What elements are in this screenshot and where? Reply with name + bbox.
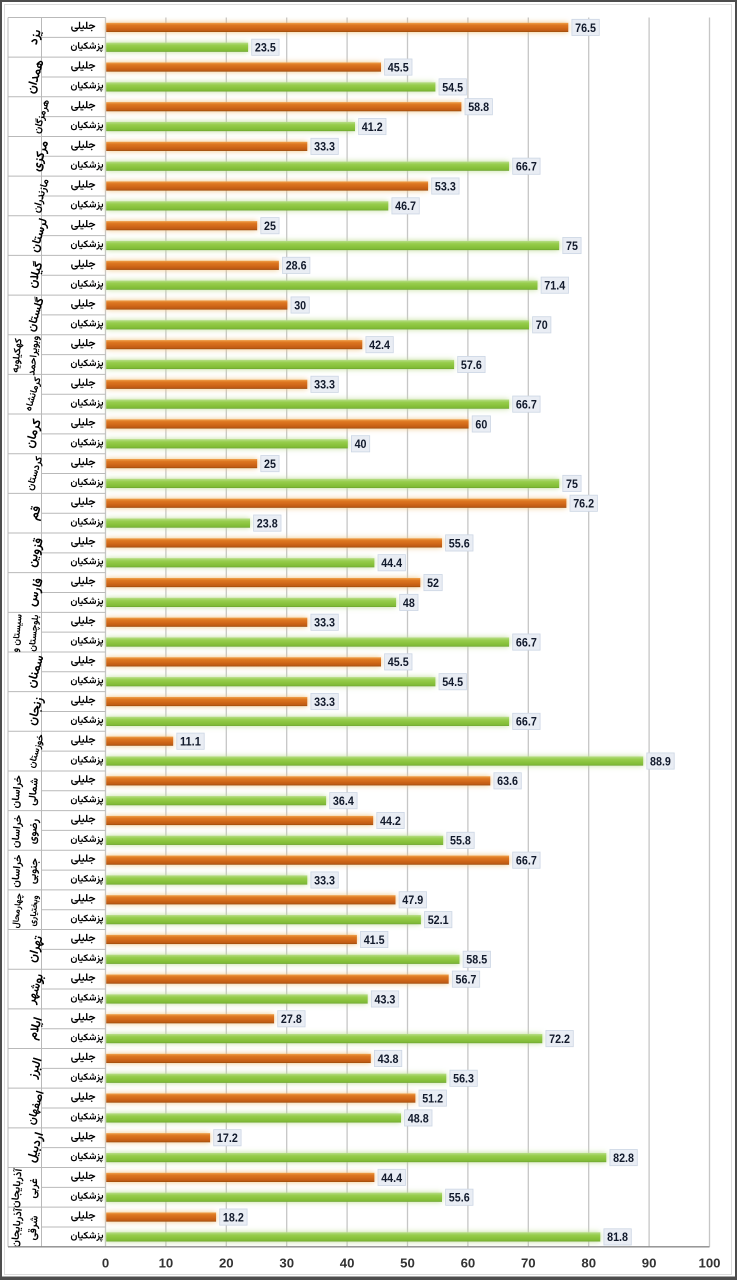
svg-text:33.3: 33.3: [314, 695, 335, 709]
svg-text:30: 30: [279, 1256, 294, 1271]
svg-text:57.6: 57.6: [461, 358, 482, 372]
svg-text:75: 75: [566, 477, 578, 491]
svg-text:76.2: 76.2: [573, 497, 594, 511]
svg-text:25: 25: [264, 219, 276, 233]
svg-text:41.5: 41.5: [364, 933, 385, 947]
svg-text:66.7: 66.7: [516, 715, 537, 729]
svg-text:54.5: 54.5: [442, 675, 463, 689]
svg-text:42.4: 42.4: [369, 338, 390, 352]
svg-text:43.3: 43.3: [375, 992, 396, 1006]
svg-text:75: 75: [566, 239, 578, 253]
svg-text:53.3: 53.3: [435, 179, 456, 193]
svg-text:70: 70: [521, 1256, 536, 1271]
svg-text:0: 0: [102, 1256, 109, 1271]
svg-text:66.7: 66.7: [516, 397, 537, 411]
svg-text:81.8: 81.8: [607, 1230, 628, 1244]
svg-text:20: 20: [219, 1256, 234, 1271]
svg-text:58.5: 58.5: [466, 953, 487, 967]
svg-text:82.8: 82.8: [613, 1151, 634, 1165]
svg-text:55.8: 55.8: [450, 834, 471, 848]
svg-text:100: 100: [698, 1256, 720, 1271]
svg-text:60: 60: [475, 417, 487, 431]
svg-text:10: 10: [159, 1256, 174, 1271]
svg-text:44.4: 44.4: [381, 1171, 402, 1185]
svg-text:45.5: 45.5: [388, 60, 409, 74]
svg-text:33.3: 33.3: [314, 616, 335, 630]
svg-text:25: 25: [264, 457, 276, 471]
svg-text:76.5: 76.5: [575, 21, 596, 35]
svg-text:88.9: 88.9: [650, 754, 671, 768]
svg-text:80: 80: [581, 1256, 596, 1271]
svg-text:72.2: 72.2: [549, 1032, 570, 1046]
svg-text:56.7: 56.7: [456, 972, 477, 986]
svg-text:63.6: 63.6: [497, 774, 518, 788]
svg-text:33.3: 33.3: [314, 378, 335, 392]
svg-text:48: 48: [403, 596, 415, 610]
svg-text:18.2: 18.2: [223, 1210, 244, 1224]
svg-text:56.3: 56.3: [453, 1072, 474, 1086]
svg-text:23.8: 23.8: [257, 516, 278, 530]
svg-text:52.1: 52.1: [428, 913, 449, 927]
svg-text:51.2: 51.2: [422, 1091, 443, 1105]
svg-text:48.8: 48.8: [408, 1111, 429, 1125]
svg-text:11.1: 11.1: [180, 735, 201, 749]
svg-text:66.7: 66.7: [516, 160, 537, 174]
svg-text:41.2: 41.2: [362, 120, 383, 134]
svg-text:44.2: 44.2: [380, 814, 401, 828]
svg-text:55.6: 55.6: [449, 536, 470, 550]
svg-text:71.4: 71.4: [544, 279, 565, 293]
svg-text:47.9: 47.9: [402, 893, 423, 907]
svg-text:44.4: 44.4: [381, 556, 402, 570]
svg-text:55.6: 55.6: [449, 1191, 470, 1205]
svg-text:40: 40: [355, 437, 367, 451]
svg-text:58.8: 58.8: [468, 100, 489, 114]
svg-text:43.8: 43.8: [378, 1052, 399, 1066]
svg-text:30: 30: [294, 298, 306, 312]
svg-text:70: 70: [536, 318, 548, 332]
svg-text:50: 50: [400, 1256, 415, 1271]
svg-text:46.7: 46.7: [395, 199, 416, 213]
svg-text:45.5: 45.5: [388, 655, 409, 669]
svg-text:66.7: 66.7: [516, 635, 537, 649]
svg-text:23.5: 23.5: [255, 41, 276, 55]
svg-text:17.2: 17.2: [217, 1131, 238, 1145]
svg-text:54.5: 54.5: [442, 80, 463, 94]
svg-text:36.4: 36.4: [333, 794, 354, 808]
svg-text:27.8: 27.8: [281, 1012, 302, 1026]
svg-text:66.7: 66.7: [516, 854, 537, 868]
svg-text:90: 90: [642, 1256, 657, 1271]
svg-text:28.6: 28.6: [286, 259, 307, 273]
svg-text:33.3: 33.3: [314, 140, 335, 154]
svg-text:52: 52: [427, 576, 439, 590]
svg-text:33.3: 33.3: [314, 873, 335, 887]
svg-text:60: 60: [461, 1256, 476, 1271]
svg-text:40: 40: [340, 1256, 355, 1271]
